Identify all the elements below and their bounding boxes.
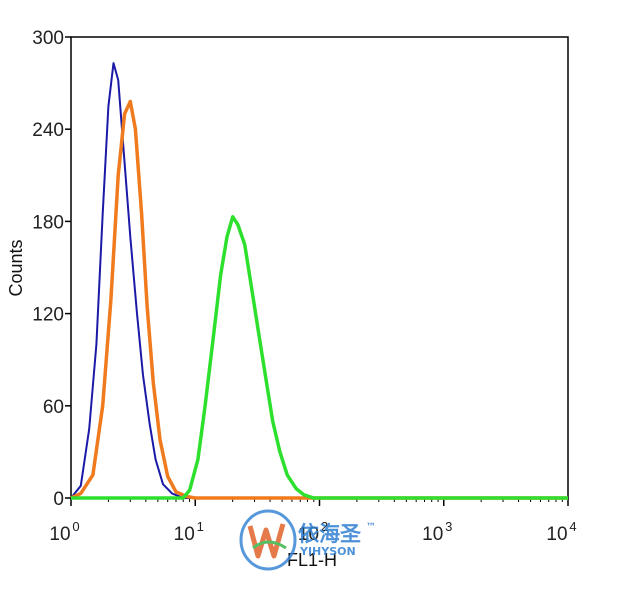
y-axis-ticks: 0 60 120 180 240 300 [32, 28, 71, 510]
x-tick-label-exponent: 2 [321, 519, 328, 534]
y-tick-label: 180 [32, 212, 64, 233]
series-layer [70, 62, 568, 500]
x-tick-label-exponent: 1 [197, 519, 204, 534]
watermark-brand-cn: 依海圣 [298, 522, 362, 546]
x-tick-label-exponent: 3 [445, 519, 452, 534]
brand-watermark: 依海圣 ™ YIHYSON [239, 509, 376, 571]
x-tick-label-exponent: 0 [72, 519, 79, 534]
y-tick-label: 300 [32, 28, 64, 49]
histogram-series-3 [71, 215, 568, 500]
y-tick-label: 0 [53, 489, 64, 510]
watermark-brand-en: YIHYSON [299, 545, 356, 558]
x-tick-label-base: 10 [49, 524, 70, 545]
histogram-series-2 [70, 99, 568, 500]
x-tick-label-base: 10 [422, 524, 443, 545]
x-axis-ticks: 10 0 10 1 10 2 10 3 10 4 [49, 498, 577, 545]
x-axis-title: FL1-H [287, 550, 337, 570]
y-tick-label: 120 [32, 305, 64, 326]
x-tick-label-base: 10 [174, 524, 195, 545]
yihyson-logo-icon [239, 509, 297, 571]
y-tick-label: 60 [43, 397, 64, 418]
x-tick-label-exponent: 4 [569, 519, 576, 534]
y-tick-label: 240 [32, 120, 64, 141]
x-tick-label-base: 10 [546, 524, 567, 545]
watermark-trademark: ™ [366, 522, 376, 533]
y-axis-title: Counts [6, 239, 26, 296]
x-tick-label-base: 10 [298, 524, 319, 545]
